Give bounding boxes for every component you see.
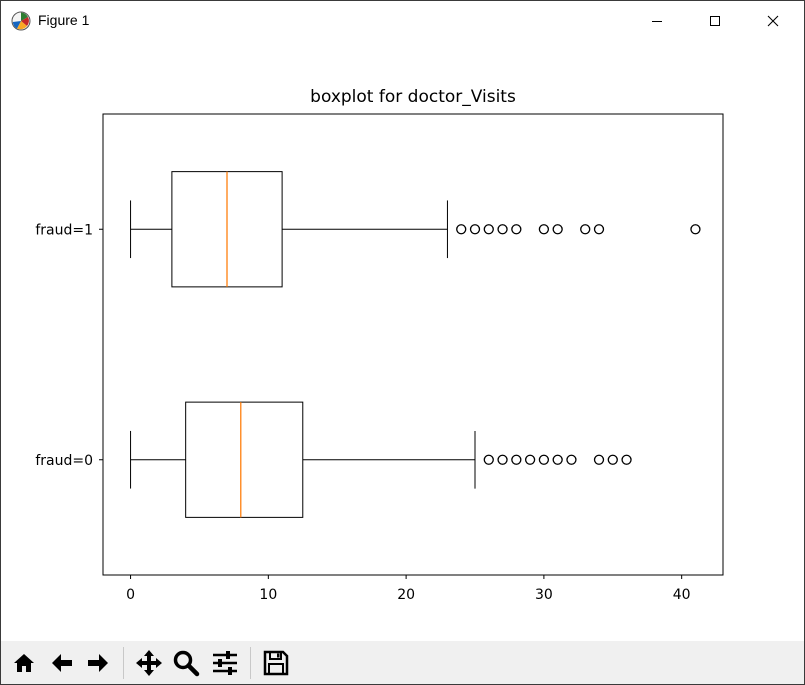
x-tick-label-40: 40: [673, 587, 691, 603]
forward-button[interactable]: [82, 646, 114, 680]
outlier-point-fraud-0: [524, 454, 536, 465]
chart-title: boxplot for doctor_Visits: [310, 87, 516, 107]
home-icon: [14, 654, 34, 672]
forward-arrow-icon: [88, 654, 108, 672]
configure-subplots-icon: [213, 651, 237, 675]
toolbar-separator: [250, 647, 251, 679]
outlier-point-fraud-0: [538, 454, 550, 465]
title-bar[interactable]: Figure 1: [1, 1, 804, 41]
pan-button[interactable]: [133, 646, 165, 680]
axes-frame: [102, 113, 724, 576]
y-tick-label-fraud-0: fraud=0: [35, 453, 93, 469]
configure-subplots-button[interactable]: [209, 646, 241, 680]
outlier-point-fraud-0: [607, 454, 618, 465]
home-button[interactable]: [8, 646, 40, 680]
back-button[interactable]: [46, 646, 78, 680]
x-tick-label-30: 30: [535, 587, 553, 603]
outlier-point-fraud-1: [456, 224, 467, 235]
outlier-point-fraud-1: [469, 224, 481, 235]
minimize-button[interactable]: [628, 1, 686, 41]
outlier-point-fraud-0: [621, 454, 632, 465]
toolbar-separator: [123, 647, 124, 679]
x-tick-label-20: 20: [397, 587, 415, 603]
back-arrow-icon: [52, 654, 72, 672]
pan-icon: [136, 650, 162, 676]
navigation-toolbar: [1, 641, 804, 684]
plot-canvas[interactable]: boxplot for doctor_Visits fraud=0 fraud=1…: [1, 41, 804, 641]
outlier-point-fraud-0: [497, 454, 508, 465]
outlier-point-fraud-1: [538, 224, 550, 235]
matplotlib-logo-icon: [11, 11, 31, 31]
save-button[interactable]: [260, 646, 292, 680]
save-icon: [263, 650, 289, 676]
outlier-point-fraud-0: [593, 454, 605, 465]
maximize-icon: [710, 16, 720, 26]
x-tick-label-10: 10: [259, 587, 277, 603]
zoom-button[interactable]: [170, 646, 202, 680]
box-fraud-0: [185, 401, 304, 518]
minimize-icon: [652, 21, 662, 22]
zoom-icon: [173, 650, 200, 677]
outlier-point-fraud-1: [497, 224, 508, 235]
close-icon: [767, 15, 779, 27]
maximize-button[interactable]: [686, 1, 744, 41]
outlier-point-fraud-1: [690, 224, 701, 235]
window-title: Figure 1: [38, 12, 90, 28]
outlier-point-fraud-1: [552, 224, 563, 235]
outlier-point-fraud-0: [552, 454, 563, 465]
y-tick-label-fraud-1: fraud=1: [35, 222, 93, 238]
outlier-point-fraud-0: [483, 454, 494, 465]
outlier-point-fraud-1: [580, 224, 591, 235]
outlier-point-fraud-1: [511, 224, 522, 235]
outlier-point-fraud-0: [566, 454, 577, 465]
x-tick-label-0: 0: [126, 587, 135, 603]
close-button[interactable]: [744, 1, 802, 41]
outlier-point-fraud-1: [483, 224, 494, 235]
outlier-point-fraud-0: [511, 454, 522, 465]
outlier-point-fraud-1: [593, 224, 605, 235]
boxplot-chart: boxplot for doctor_Visits fraud=0 fraud=1…: [35, 87, 724, 603]
